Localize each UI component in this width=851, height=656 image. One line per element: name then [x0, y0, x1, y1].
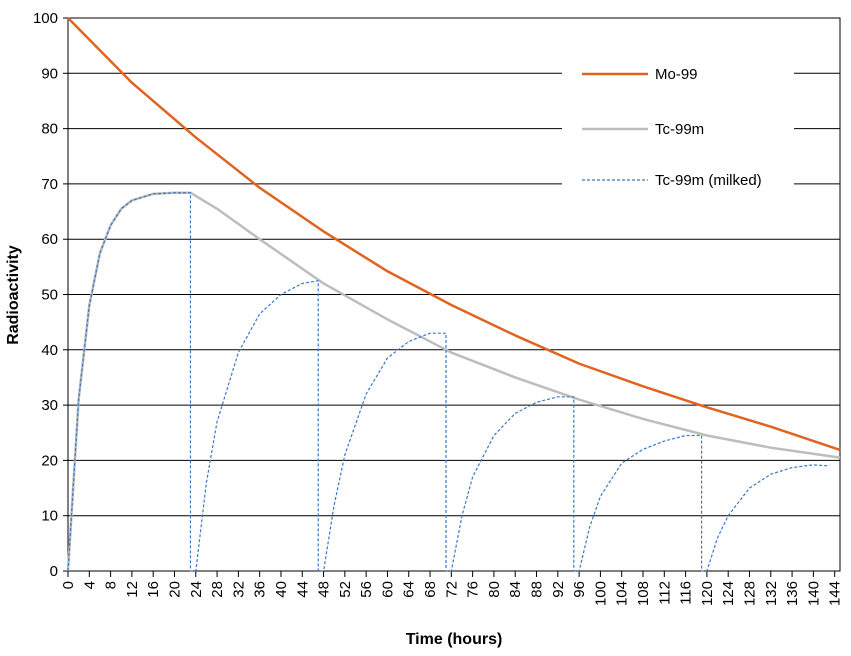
x-tick-label: 32 [230, 581, 247, 598]
x-tick-label: 64 [401, 581, 418, 598]
x-tick-label: 76 [465, 581, 482, 598]
x-tick-label: 28 [209, 581, 226, 598]
x-tick-label: 80 [486, 581, 503, 598]
x-tick-label: 40 [273, 581, 290, 598]
x-tick-label: 36 [252, 581, 269, 598]
y-tick-label: 40 [41, 342, 58, 359]
x-tick-label: 88 [529, 581, 546, 598]
x-tick-label: 124 [720, 581, 737, 606]
legend-label-0: Mo-99 [655, 66, 698, 83]
y-axis-title: Radioactivity [5, 245, 22, 345]
x-tick-label: 52 [337, 581, 354, 598]
x-tick-label: 144 [827, 581, 844, 606]
y-tick-label: 30 [41, 397, 58, 414]
x-tick-label: 72 [443, 581, 460, 598]
y-tick-label: 90 [41, 65, 58, 82]
series-line-mo-99 [67, 17, 841, 452]
x-tick-label: 92 [550, 581, 567, 598]
y-tick-label: 10 [41, 508, 58, 525]
x-tick-label: 12 [124, 581, 141, 598]
x-tick-label: 20 [166, 581, 183, 598]
series-lines [66, 17, 841, 572]
x-tick-label: 84 [507, 581, 524, 598]
x-tick-label: 108 [635, 581, 652, 606]
x-tick-label: 128 [741, 581, 758, 606]
legend-label-2: Tc-99m (milked) [655, 172, 762, 189]
legend: Mo-99 Tc-99m Tc-99m (milked) [562, 56, 794, 198]
series-line-tc-99m [66, 191, 841, 572]
x-tick-label: 116 [678, 581, 695, 605]
y-tick-label: 60 [41, 231, 58, 248]
x-tick-label: 120 [699, 581, 716, 606]
y-tick-label: 80 [41, 121, 58, 138]
x-tick-label: 136 [784, 581, 801, 606]
y-tick-label: 20 [41, 452, 58, 469]
x-tick-label: 0 [60, 581, 77, 589]
x-tick-label: 140 [805, 581, 822, 606]
x-tick-label: 24 [188, 581, 205, 598]
x-axis-title: Time (hours) [406, 631, 503, 648]
x-tick-label: 96 [571, 581, 588, 598]
series-line-tc-99m-milked [67, 192, 830, 572]
legend-label-1: Tc-99m [655, 121, 704, 138]
x-tick-label: 60 [379, 581, 396, 598]
legend-background [562, 56, 794, 198]
x-tick-label: 132 [763, 581, 780, 606]
y-tick-label: 100 [33, 10, 58, 27]
x-tick-label: 16 [145, 581, 162, 598]
x-tick-label: 68 [422, 581, 439, 598]
y-tick-label: 70 [41, 176, 58, 193]
y-tick-label: 50 [41, 287, 58, 304]
y-tick-label: 0 [50, 563, 58, 580]
x-tick-label: 112 [656, 581, 673, 605]
x-tick-label: 8 [103, 581, 120, 589]
x-tick-label: 56 [358, 581, 375, 598]
x-tick-label: 44 [294, 581, 311, 598]
x-tick-label: 104 [614, 581, 631, 606]
x-tick-label: 4 [81, 581, 98, 589]
x-tick-label: 48 [316, 581, 333, 598]
x-tick-label: 100 [592, 581, 609, 606]
